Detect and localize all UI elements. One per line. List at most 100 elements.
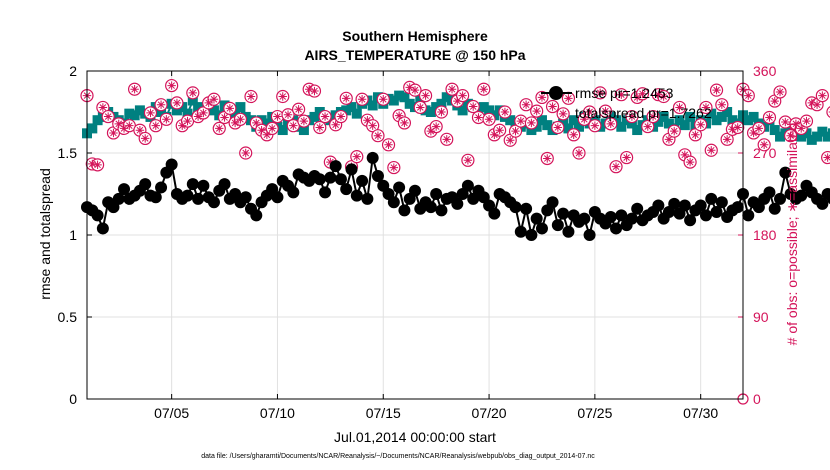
obs-assimilated-point [273,112,282,121]
obs-assimilated-point [426,126,436,136]
obs-assimilated-point [421,91,430,100]
obs-assimilated-point [103,112,113,121]
obs-assimilated-point [812,100,822,109]
obs-possible-point [826,106,830,118]
totalspread-point [658,111,669,122]
obs-assimilated-point [193,112,203,121]
obs-assimilated-point [172,98,182,108]
rmse-point [668,197,681,210]
obs-assimilated-point [209,95,219,104]
obs-assimilated-point [527,118,536,128]
rmse-point [334,173,347,186]
totalspread-point [388,95,399,106]
rmse-point [514,225,527,238]
obs-assimilated-point [670,126,679,136]
obs-assimilated-point [299,116,309,126]
obs-assimilated-point [765,113,774,122]
rmse-point [779,166,792,179]
totalspread-point [346,102,357,113]
y-tick-label-left: 1 [69,227,77,243]
obs-assimilated-point [781,117,790,127]
totalspread-point [309,111,320,122]
obs-assimilated-point [537,93,547,102]
obs-assimilated-point [125,121,134,130]
totalspread-point [177,102,188,113]
rmse-point [535,222,548,235]
x-tick-label: 07/30 [683,405,718,421]
totalspread-point [685,111,696,122]
obs-assimilated-point [220,113,229,122]
obs-assimilated-point [442,135,451,144]
y-tick-label-left: 0.5 [58,309,78,325]
obs-assimilated-point [304,85,314,94]
obs-assimilated-point [310,86,319,96]
obs-assimilated-point [680,150,690,160]
y-tick-label-right: 270 [753,145,777,161]
totalspread-point [436,98,447,109]
totalspread-point [822,131,830,142]
totalspread-point [129,110,140,121]
obs-assimilated-point [294,105,303,114]
obs-assimilated-point [585,107,594,117]
rmse-point [763,186,776,199]
rmse-point [461,179,474,192]
obs-assimilated-point [691,130,700,139]
rmse-point [118,183,131,196]
obs-assimilated-point [484,115,494,124]
totalspread-point [817,126,828,137]
obs-assimilated-point [786,131,795,140]
totalspread-point [399,92,410,103]
legend-rmse-marker [549,86,563,100]
obs-assimilated-point [278,92,287,101]
obs-assimilated-point [601,106,610,116]
obs-assimilated-point [410,85,420,95]
rmse-point [155,181,168,194]
obs-assimilated-point [802,116,811,126]
totalspread-point [542,120,553,131]
totalspread-point [674,115,685,126]
obs-assimilated-point [320,112,330,121]
y-tick-label-left: 0 [69,391,77,407]
obs-assimilated-point [490,130,499,139]
rmse-point [139,178,152,191]
rmse-point [96,222,109,235]
obs-series [80,78,830,405]
obs-assimilated-point [368,121,377,130]
rmse-point [652,199,665,212]
legend-totalspread-label: totalspread pr=1.7262 [575,105,712,121]
obs-assimilated-point [246,92,256,101]
totalspread-point [801,128,812,139]
obs-assimilated-point [326,157,335,167]
obs-assimilated-point [331,120,340,129]
obs-assimilated-point [400,118,409,128]
obs-assimilated-point [437,107,446,117]
obs-assimilated-point [733,123,742,132]
obs-assimilated-point [701,103,711,112]
obs-assimilated-point [252,118,261,128]
obs-assimilated-point [648,112,658,121]
totalspread-point [827,128,830,139]
obs-assimilated-point [823,153,830,162]
totalspread-point [193,102,204,113]
rmse-point [165,158,178,171]
totalspread-point [404,98,415,109]
obs-assimilated-point [696,120,705,129]
totalspread-point [394,90,405,101]
totalspread-point [415,95,426,106]
obs-assimilated-point [119,124,129,133]
obs-assimilated-point [479,85,488,94]
obs-assimilated-point [188,88,198,98]
obs-assimilated-point [230,118,240,128]
totalspread-point [478,102,489,113]
obs-assimilated-point [611,162,621,171]
obs-assimilated-point [775,87,785,97]
rmse-point [112,192,125,205]
obs-assimilated-point [447,85,457,94]
data-file-footer: data file: /Users/gharamti/Documents/NCA… [201,453,595,460]
plot-frame [86,70,744,400]
obs-assimilated-point [796,124,806,133]
totalspread-point [812,131,823,142]
obs-assimilated-point [643,122,652,131]
y-tick-label-right: 0 [753,391,761,407]
